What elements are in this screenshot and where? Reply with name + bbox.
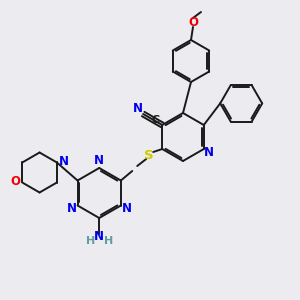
Text: N: N	[94, 154, 104, 167]
Text: N: N	[133, 103, 143, 116]
Text: O: O	[10, 175, 20, 188]
Text: N: N	[59, 155, 69, 168]
Text: N: N	[122, 202, 132, 215]
Text: H: H	[85, 236, 95, 246]
Text: N: N	[204, 146, 214, 160]
Text: O: O	[188, 16, 198, 28]
Text: N: N	[94, 230, 104, 244]
Text: C: C	[151, 115, 159, 125]
Text: H: H	[103, 236, 113, 246]
Text: S: S	[144, 149, 154, 163]
Text: N: N	[67, 202, 76, 215]
